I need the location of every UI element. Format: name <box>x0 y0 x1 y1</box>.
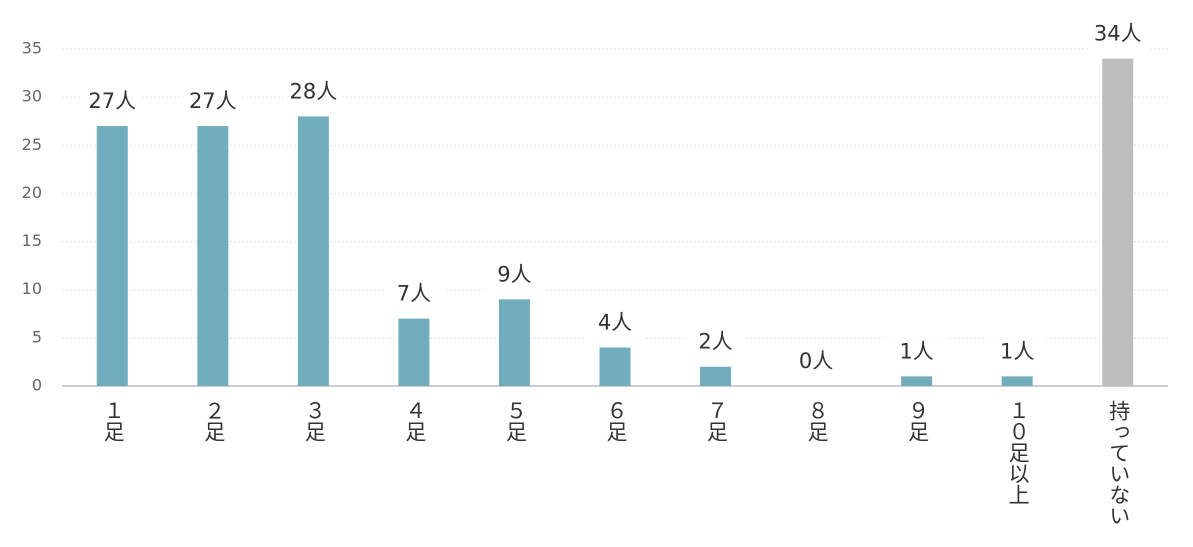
value-label-bg <box>987 337 1048 368</box>
x-tick-label: 持っていない <box>1107 400 1131 526</box>
value-label: 7人 <box>397 282 431 306</box>
bar <box>498 299 530 386</box>
y-tick-label: 15 <box>22 231 42 250</box>
value-label: 4人 <box>598 310 632 334</box>
y-tick-label: 25 <box>22 135 42 154</box>
value-label-bg <box>786 347 847 377</box>
bar <box>197 126 229 387</box>
y-tick-label: 30 <box>22 87 42 106</box>
x-tick-label: ５足 <box>503 400 527 442</box>
bar <box>901 376 933 386</box>
value-label: 34人 <box>1094 22 1142 46</box>
bar <box>599 347 631 386</box>
bar <box>1001 376 1033 386</box>
y-tick-label: 35 <box>22 39 42 58</box>
value-label: 9人 <box>497 262 531 286</box>
value-label: 1人 <box>899 339 933 363</box>
y-tick-label: 20 <box>22 183 42 202</box>
value-label: 28人 <box>289 79 337 103</box>
x-tick-label: ９足 <box>906 400 930 442</box>
bar <box>96 126 128 387</box>
bar <box>1102 58 1134 386</box>
value-label-bg <box>585 308 645 339</box>
value-label-bg <box>685 327 746 358</box>
value-label-bg <box>383 279 444 310</box>
x-tick-label: ２足 <box>202 400 226 442</box>
value-label: 0人 <box>799 349 833 373</box>
value-label: 27人 <box>189 89 237 113</box>
value-label-bg <box>484 260 545 291</box>
y-tick-label: 0 <box>32 376 42 395</box>
x-tick-label: １足 <box>101 400 125 442</box>
x-tick-label: ８足 <box>805 400 829 442</box>
bar <box>398 318 430 386</box>
x-tick-label: １０足以上 <box>1006 400 1030 505</box>
value-label: 2人 <box>698 330 732 354</box>
y-tick-label: 10 <box>22 279 42 298</box>
value-label-bg <box>886 337 947 368</box>
bar <box>700 366 732 386</box>
value-label: 1人 <box>1000 339 1034 363</box>
x-tick-label: ４足 <box>403 400 427 442</box>
value-label-bg <box>82 87 143 118</box>
value-label-bg <box>182 87 243 118</box>
value-label-bg <box>283 77 344 108</box>
value-label: 27人 <box>88 89 136 113</box>
x-tick-label: ３足 <box>302 400 326 442</box>
bar <box>297 116 329 387</box>
y-tick-label: 5 <box>32 327 42 346</box>
x-tick-label: ７足 <box>705 400 729 442</box>
x-tick-label: ６足 <box>604 400 628 442</box>
value-label-bg <box>1087 19 1148 50</box>
